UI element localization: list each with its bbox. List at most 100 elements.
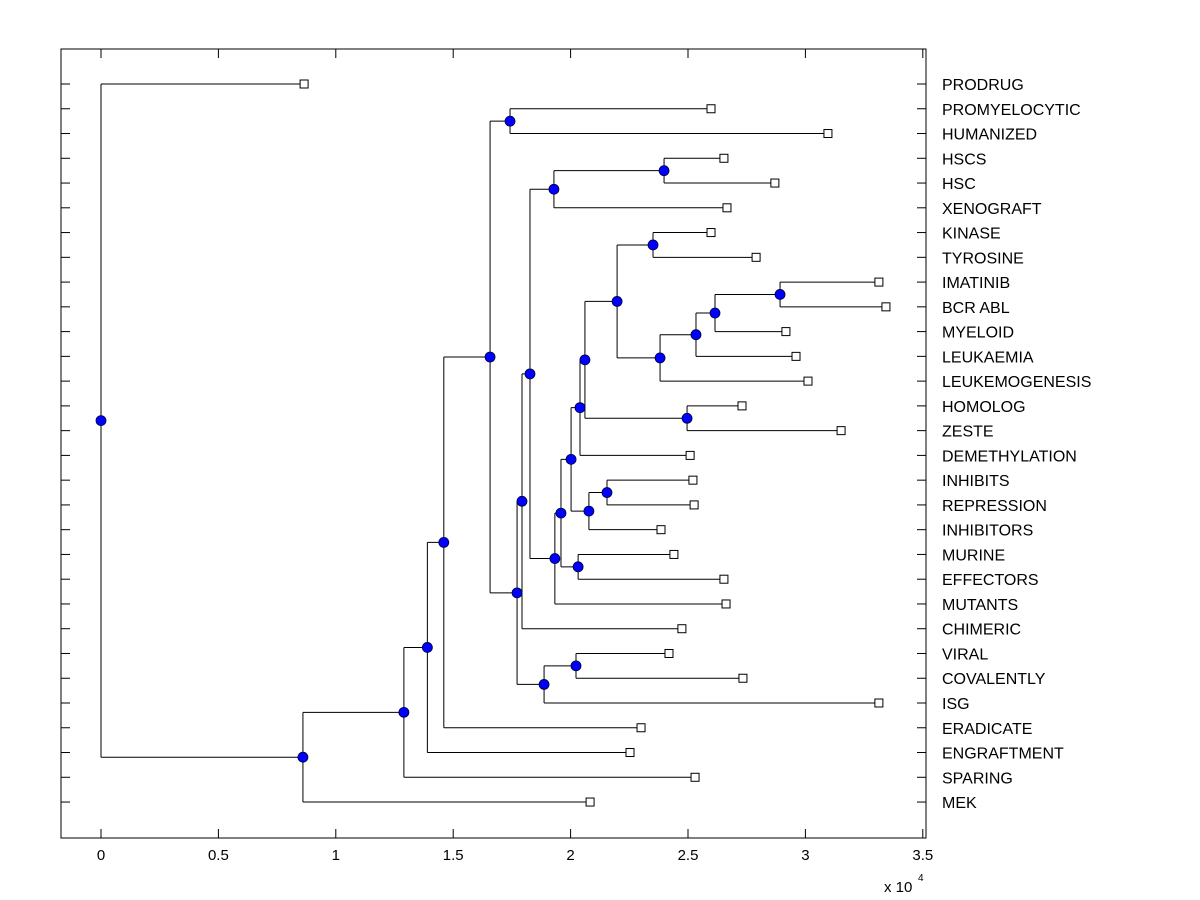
leaf-label: HUMANIZED	[942, 127, 1037, 144]
leaf-marker	[690, 772, 700, 782]
node-root	[95, 415, 107, 427]
leaf-marker	[737, 401, 747, 411]
leaf-label: MYELOID	[942, 325, 1014, 342]
node-n7	[511, 587, 523, 599]
node-n9	[524, 368, 536, 380]
leaf-marker	[722, 203, 732, 213]
node-n21	[681, 412, 693, 424]
node-n1	[297, 751, 309, 763]
leaf-marker	[688, 475, 698, 485]
node-n25	[538, 679, 550, 690]
node-n3	[421, 642, 433, 653]
leaf-label: CHIMERIC	[942, 622, 1021, 639]
leaf-marker	[791, 351, 801, 361]
node-n22	[583, 505, 595, 517]
leaf-marker	[721, 599, 731, 609]
leaf-label: PRODRUG	[942, 77, 1024, 94]
leaf-label: IMATINIB	[942, 275, 1010, 292]
leaf-marker	[636, 723, 646, 733]
leaf-marker	[677, 624, 687, 634]
node-n2	[398, 706, 410, 718]
x-tick-label: 1.5	[443, 847, 464, 864]
node-n17	[611, 296, 623, 307]
leaf-label: VIRAL	[942, 646, 988, 663]
leaf-marker	[719, 574, 729, 584]
node-n6	[504, 115, 516, 127]
leaf-label: MUTANTS	[942, 597, 1018, 614]
node-n10	[548, 183, 560, 195]
node-n20b	[709, 307, 721, 319]
node-n15	[574, 402, 586, 414]
leaf-label: MURINE	[942, 547, 1005, 564]
leaf-label: KINASE	[942, 226, 1001, 243]
leaf-marker	[656, 525, 666, 535]
leaf-marker	[585, 797, 595, 807]
leaf-marker	[689, 500, 699, 510]
leaf-label: DEMETHYLATION	[942, 448, 1077, 465]
node-n5	[484, 351, 496, 363]
leaf-marker	[669, 549, 679, 559]
x-tick-label: 1	[332, 847, 340, 864]
leaf-marker	[781, 327, 791, 337]
leaf-markers	[299, 79, 891, 807]
node-n24	[572, 561, 584, 573]
leaf-marker	[823, 129, 833, 139]
axes: 0 0.5 1 1.5 2 2.5 3 3.5	[60, 48, 933, 864]
leaf-label: INHIBITS	[942, 473, 1010, 490]
leaf-marker	[770, 178, 780, 188]
leaf-label: HOMOLOG	[942, 399, 1026, 416]
plot-frame	[60, 48, 927, 839]
leaf-label: XENOGRAFT	[942, 201, 1042, 218]
node-n11	[658, 165, 670, 177]
x-tick-label: 2	[566, 847, 574, 864]
x-tick-label: 3	[801, 847, 809, 864]
node-n20c	[774, 289, 786, 300]
x-scale-exponent: 4	[918, 873, 924, 884]
node-n16	[579, 354, 591, 366]
leaf-marker	[751, 252, 761, 262]
node-markers	[95, 115, 786, 763]
leaf-label: ISG	[942, 696, 970, 713]
leaf-marker	[706, 228, 716, 238]
leaf-marker	[706, 104, 716, 114]
node-n19	[654, 352, 666, 364]
x-tick-label: 2.5	[678, 847, 699, 864]
node-n14	[565, 453, 577, 465]
node-n20	[690, 329, 702, 341]
node-n8	[516, 495, 528, 507]
leaf-marker	[874, 698, 884, 708]
node-n4	[438, 536, 450, 548]
leaf-label: REPRESSION	[942, 498, 1047, 515]
x-tick-label: 3.5	[912, 847, 933, 864]
leaf-label: EFFECTORS	[942, 572, 1039, 589]
leaf-label: ERADICATE	[942, 721, 1032, 738]
leaf-label: HSC	[942, 176, 976, 193]
node-n12	[549, 553, 561, 564]
x-tick-label: 0	[97, 847, 105, 864]
node-n26	[570, 660, 582, 672]
leaf-marker	[625, 748, 635, 758]
leaf-marker	[803, 376, 813, 386]
leaf-label: BCR ABL	[942, 300, 1010, 317]
node-n13	[555, 507, 567, 519]
leaf-label: INHIBITORS	[942, 523, 1033, 540]
leaf-label: LEUKEMOGENESIS	[942, 374, 1091, 391]
leaf-marker	[836, 426, 846, 436]
leaf-label: ZESTE	[942, 424, 994, 441]
leaf-label: PROMYELOCYTIC	[942, 102, 1081, 119]
leaf-labels: PRODRUG PROMYELOCYTIC HUMANIZED HSCS HSC XENO…	[942, 77, 1091, 812]
leaf-label: SPARING	[942, 770, 1013, 787]
leaf-label: HSCS	[942, 151, 986, 168]
leaf-marker	[299, 79, 309, 89]
leaf-marker	[664, 648, 674, 658]
node-n23	[601, 487, 613, 498]
leaf-marker	[685, 450, 695, 460]
leaf-marker	[738, 673, 748, 683]
leaf-marker	[881, 302, 891, 312]
leaf-label: COVALENTLY	[942, 671, 1046, 688]
x-scale-label: x 10	[884, 879, 912, 896]
x-tick-label: 0.5	[208, 847, 229, 864]
leaf-marker	[874, 277, 884, 287]
leaf-label: ENGRAFTMENT	[942, 746, 1064, 763]
leaf-label: LEUKAEMIA	[942, 349, 1034, 366]
